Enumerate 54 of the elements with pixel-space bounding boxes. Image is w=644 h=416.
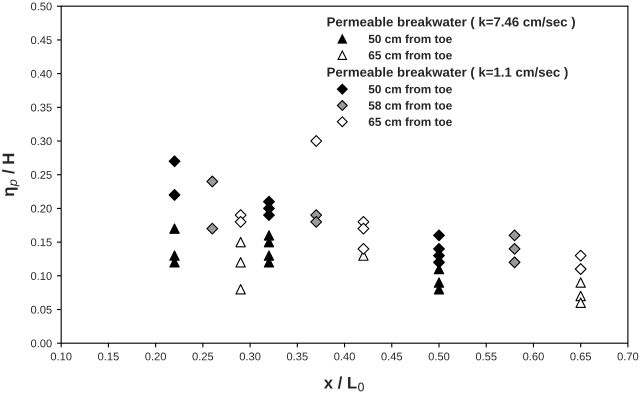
point [574,263,587,276]
point [168,189,180,201]
point [206,222,218,235]
point [575,298,586,308]
y-tick-label: 0.05 [30,306,52,314]
point [235,236,246,248]
x-axis-title: x / L$_{0}$ [324,376,364,392]
x-tick-label: 0.15 [98,352,119,360]
legend-label: 50 cm from toe [368,34,452,44]
x-tick-label: 0.25 [192,352,214,360]
point [575,277,586,288]
point [433,229,445,242]
y-tick-label: 0.15 [30,238,52,246]
y-tick-label: 0.20 [30,204,52,213]
y-tick-label: 0.00 [30,339,52,348]
point [168,155,180,168]
y-tick-label: 0.10 [30,272,52,280]
point [310,216,322,228]
point [235,284,246,294]
x-tick-label: 0.10 [50,352,72,360]
point [235,257,246,268]
y-tick-label: 0.45 [30,36,52,44]
annotation: Permeable breakwater ( k=1.1 cm/sec ) [327,67,568,80]
x-tick-label: 0.50 [428,352,450,360]
y-tick-label: 0.40 [30,70,52,78]
point [357,222,370,235]
x-tick-label: 0.40 [334,352,355,360]
y-tick-label: 0.35 [30,104,52,112]
point [206,176,218,188]
x-tick-label: 0.70 [618,352,638,360]
point [169,223,180,234]
point [508,256,520,268]
x-tick-label: 0.65 [570,352,592,360]
y-tick-label: 0.25 [30,170,52,179]
x-tick-label: 0.60 [523,352,544,360]
annotation: Permeable breakwater ( k=7.46 cm/sec ) [327,16,575,30]
point [234,216,247,228]
x-tick-label: 0.20 [145,352,166,360]
x-tick-label: 0.45 [381,352,402,360]
point [574,250,587,262]
point [508,229,520,242]
x-tick-label: 0.35 [286,352,308,360]
x-tick-label: 0.55 [476,352,497,360]
legend-label: 65 cm from toe [368,50,452,60]
legend-label: 58 cm from toe [368,101,452,110]
x-tick-label: 0.30 [240,352,260,360]
point [508,242,520,255]
legend-label: 50 cm from toe [368,84,452,94]
y-axis-title: η$_{p}$ / H [2,154,20,196]
legend-label: 65 cm from toe [368,117,452,126]
y-tick-label: 0.50 [30,2,52,10]
point [357,242,370,255]
point [310,135,322,147]
y-tick-label: 0.30 [30,137,52,146]
